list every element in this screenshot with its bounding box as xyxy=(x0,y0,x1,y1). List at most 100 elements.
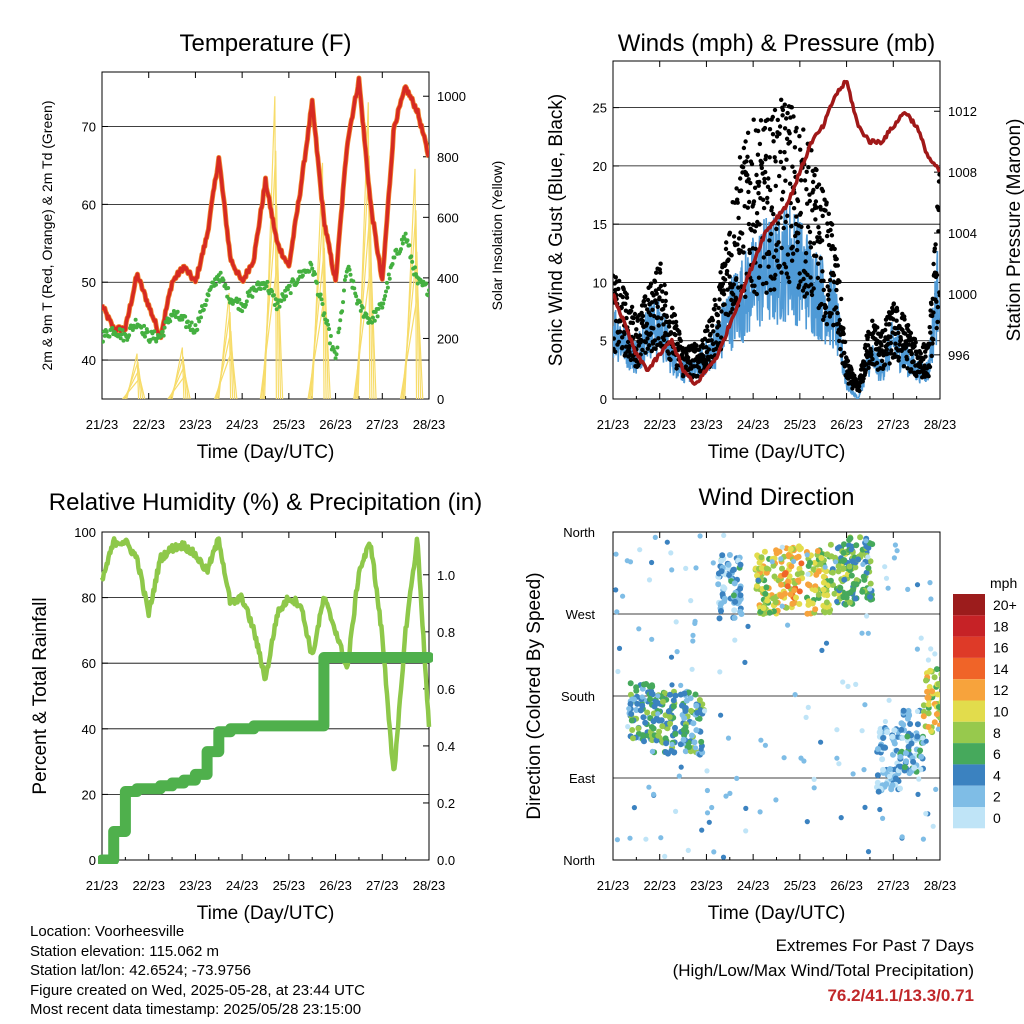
gust-point xyxy=(849,367,854,372)
gust-point xyxy=(837,279,842,284)
direction-point xyxy=(892,775,899,782)
direction-point xyxy=(894,548,900,554)
info-elevation: Station elevation: 115.062 m xyxy=(30,942,220,960)
direction-point xyxy=(764,597,771,604)
direction-point xyxy=(763,584,770,591)
direction-point xyxy=(691,739,698,746)
direction-point xyxy=(841,557,848,564)
temp-xtick-label: 28/23 xyxy=(413,417,446,432)
wind-ytick-right-label: 1008 xyxy=(948,165,977,180)
dewpoint-point xyxy=(342,278,347,283)
dewpoint-point xyxy=(264,284,269,289)
legend-label: 14 xyxy=(993,661,1009,677)
dewpoint-point xyxy=(160,329,165,334)
direction-point xyxy=(920,735,926,741)
direction-point xyxy=(862,702,868,708)
direction-point xyxy=(865,849,872,855)
gust-point xyxy=(731,282,736,287)
direction-point xyxy=(729,567,736,574)
gust-point xyxy=(902,317,907,322)
dewpoint-point xyxy=(226,285,231,290)
direction-point xyxy=(933,666,940,673)
dir-ylabel-left: Direction (Colored By Speed) xyxy=(524,572,545,819)
dewpoint-point xyxy=(347,267,352,272)
direction-point xyxy=(639,694,645,700)
direction-point xyxy=(655,732,662,739)
station-info: Location: Voorheesville Station elevatio… xyxy=(30,922,365,1020)
legend-label: 2 xyxy=(993,789,1001,805)
series-sonic-wind xyxy=(613,202,940,399)
gust-point xyxy=(793,129,798,134)
direction-point xyxy=(822,564,828,570)
direction-point xyxy=(772,599,779,606)
direction-point xyxy=(731,607,738,614)
direction-point xyxy=(696,715,703,722)
legend-swatch xyxy=(953,721,985,744)
direction-point xyxy=(704,810,711,816)
gust-point xyxy=(826,297,831,302)
gust-point xyxy=(624,292,629,297)
gust-point xyxy=(790,164,795,169)
rh-ytick-right-label: 0.8 xyxy=(437,625,455,640)
dewpoint-point xyxy=(250,294,255,299)
direction-point xyxy=(824,604,831,611)
gust-point xyxy=(716,305,721,311)
direction-point xyxy=(754,583,760,589)
direction-point xyxy=(918,753,925,760)
direction-point xyxy=(822,609,828,616)
direction-point xyxy=(778,556,784,562)
dewpoint-point xyxy=(341,300,346,305)
gust-point xyxy=(779,97,784,103)
gust-point xyxy=(866,365,871,370)
dewpoint-point xyxy=(382,297,387,302)
dewpoint-point xyxy=(424,281,429,286)
wind-ylabel-right: Station Pressure (Maroon) xyxy=(1004,119,1024,342)
gust-point xyxy=(784,116,789,121)
direction-point xyxy=(803,714,809,721)
gust-point xyxy=(643,350,648,355)
direction-point xyxy=(874,772,881,779)
gust-point xyxy=(640,318,645,323)
gust-point xyxy=(816,261,821,266)
direction-point xyxy=(867,580,874,587)
dir-xtick-label: 23/23 xyxy=(690,878,723,893)
gust-point xyxy=(710,318,715,323)
direction-point xyxy=(903,758,910,765)
direction-point xyxy=(850,771,856,777)
direction-point xyxy=(665,708,672,715)
gust-point xyxy=(727,230,733,235)
gust-point xyxy=(722,277,728,282)
direction-point xyxy=(901,764,908,771)
direction-point xyxy=(786,573,793,580)
direction-point xyxy=(688,707,694,714)
solar-spike xyxy=(216,312,234,399)
direction-point xyxy=(664,539,670,545)
legend-swatch xyxy=(953,615,985,637)
gust-point xyxy=(761,255,766,260)
gust-point xyxy=(798,210,803,216)
temp-ylabel-right: Solar Insolation (Yellow) xyxy=(489,161,505,311)
direction-point xyxy=(667,691,673,698)
direction-point xyxy=(662,735,669,742)
direction-point xyxy=(692,745,699,751)
direction-point xyxy=(631,805,638,811)
gust-point xyxy=(783,265,789,270)
gust-point xyxy=(791,251,796,256)
gust-point xyxy=(934,299,939,304)
dewpoint-point xyxy=(270,289,275,294)
direction-point xyxy=(727,790,733,797)
direction-point xyxy=(649,559,655,566)
gust-point xyxy=(823,208,828,213)
legend-label: 6 xyxy=(993,746,1001,762)
gust-point xyxy=(879,358,885,364)
direction-point xyxy=(796,588,803,595)
gust-point xyxy=(648,312,653,318)
direction-point xyxy=(853,681,859,688)
dewpoint-point xyxy=(373,310,378,315)
gust-point xyxy=(630,320,636,326)
gust-point xyxy=(663,298,668,304)
dewpoint-point xyxy=(410,259,415,264)
wind-ytick-label: 10 xyxy=(593,275,607,290)
dir-xtick-label: 26/23 xyxy=(830,878,863,893)
wind-xtick-label: 22/23 xyxy=(643,417,676,432)
